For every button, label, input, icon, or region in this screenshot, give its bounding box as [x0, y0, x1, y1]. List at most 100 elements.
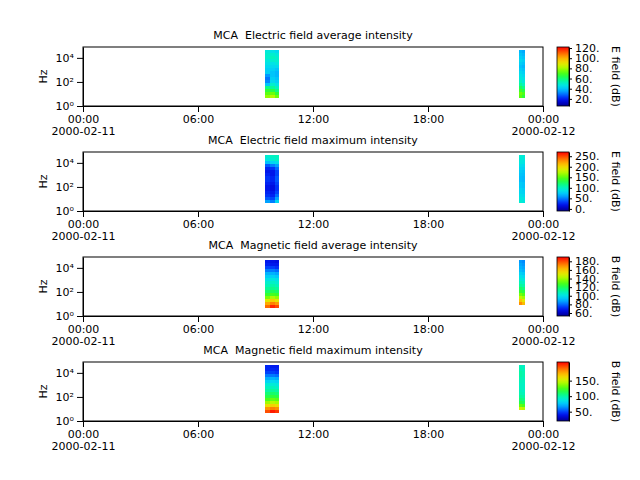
x-tick-label: 06:00: [183, 323, 215, 336]
axis-line: [83, 258, 84, 317]
cell: [519, 374, 522, 377]
cell: [265, 182, 270, 185]
cell: [522, 266, 525, 269]
cell: [270, 92, 275, 95]
cell: [522, 56, 525, 59]
tick-mark: [569, 58, 572, 59]
x-tick: 00:002000-02-12: [512, 211, 576, 243]
cell: [522, 95, 525, 98]
tick-mark: [77, 58, 83, 59]
cell: [519, 263, 522, 266]
cell: [522, 287, 525, 290]
x-tick: 00:002000-02-12: [512, 421, 576, 453]
y-tick: 10⁰: [56, 310, 83, 323]
cell: [265, 398, 270, 401]
tick-mark: [313, 421, 314, 427]
cell: [265, 275, 270, 278]
y-tick: 10⁴: [56, 367, 83, 380]
tick-mark: [77, 421, 83, 422]
cell: [265, 389, 270, 392]
cell: [522, 299, 525, 302]
cell: [275, 155, 280, 158]
x-tick-label: 06:00: [183, 428, 215, 441]
tick-mark: [198, 316, 199, 322]
cell: [522, 62, 525, 65]
label-line: 2000-02-12: [512, 335, 576, 348]
tick-mark: [77, 397, 83, 398]
cell: [522, 68, 525, 71]
tick-mark: [543, 106, 544, 112]
cell: [270, 260, 275, 263]
cell: [519, 179, 522, 182]
y-tick-label: 10⁴: [56, 157, 75, 170]
cell: [522, 50, 525, 53]
x-tick: 12:00: [298, 316, 330, 336]
cell: [270, 173, 275, 176]
cell: [519, 167, 522, 170]
cell: [275, 380, 280, 383]
tick-mark: [569, 270, 572, 271]
tick-mark: [569, 287, 572, 288]
cell: [522, 182, 525, 185]
x-tick: 06:00: [183, 106, 215, 126]
cell: [519, 383, 522, 386]
cell: [265, 167, 270, 170]
cell: [522, 179, 525, 182]
cell: [519, 302, 522, 305]
x-tick-label: 00:002000-02-12: [512, 113, 576, 139]
tick-mark: [569, 209, 572, 210]
cell: [519, 278, 522, 281]
tick-mark: [569, 396, 572, 397]
cell: [270, 185, 275, 188]
cell: [265, 95, 270, 98]
cell: [519, 389, 522, 392]
cell: [270, 170, 275, 173]
cell: [265, 83, 270, 86]
cell: [265, 50, 270, 53]
y-tick-label: 10⁰: [56, 205, 75, 218]
tick-mark: [569, 296, 572, 297]
cell: [522, 374, 525, 377]
cell: [275, 275, 280, 278]
label-line: 12:00: [298, 113, 330, 126]
cell: [275, 377, 280, 380]
cell: [519, 392, 522, 395]
x-tick: 00:002000-02-12: [512, 316, 576, 348]
cell: [275, 194, 280, 197]
cell: [519, 272, 522, 275]
cell: [265, 263, 270, 266]
cell: [270, 368, 275, 371]
cell: [522, 197, 525, 200]
cell: [270, 158, 275, 161]
cell: [275, 176, 280, 179]
cell: [275, 50, 280, 53]
y-tick: 10⁴: [56, 157, 83, 170]
cell: [275, 293, 280, 296]
cell: [519, 404, 522, 407]
tick-mark: [569, 198, 572, 199]
cell: [270, 77, 275, 80]
cell: [519, 380, 522, 383]
cell: [522, 173, 525, 176]
cells: [265, 155, 525, 203]
cell: [519, 197, 522, 200]
cell: [275, 269, 280, 272]
cell: [522, 380, 525, 383]
tick-mark: [569, 99, 572, 100]
cell: [275, 266, 280, 269]
cell: [519, 395, 522, 398]
cell: [275, 299, 280, 302]
cell: [522, 302, 525, 305]
cell: [265, 56, 270, 59]
y-axis-title: Hz: [37, 384, 50, 398]
tick-mark: [569, 304, 572, 305]
cell: [522, 365, 525, 368]
cell: [265, 365, 270, 368]
label-line: 2000-02-11: [52, 335, 116, 348]
cell: [265, 371, 270, 374]
tick-mark: [569, 68, 572, 69]
cell: [522, 398, 525, 401]
cell: [519, 284, 522, 287]
panel-title: MCA Magnetic field maximum intensity: [203, 344, 423, 357]
cell: [265, 410, 270, 413]
